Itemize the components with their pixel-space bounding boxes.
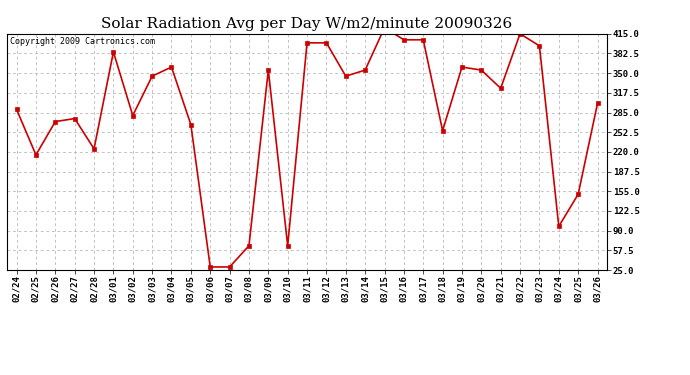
Title: Solar Radiation Avg per Day W/m2/minute 20090326: Solar Radiation Avg per Day W/m2/minute …	[101, 17, 513, 31]
Text: Copyright 2009 Cartronics.com: Copyright 2009 Cartronics.com	[10, 37, 155, 46]
